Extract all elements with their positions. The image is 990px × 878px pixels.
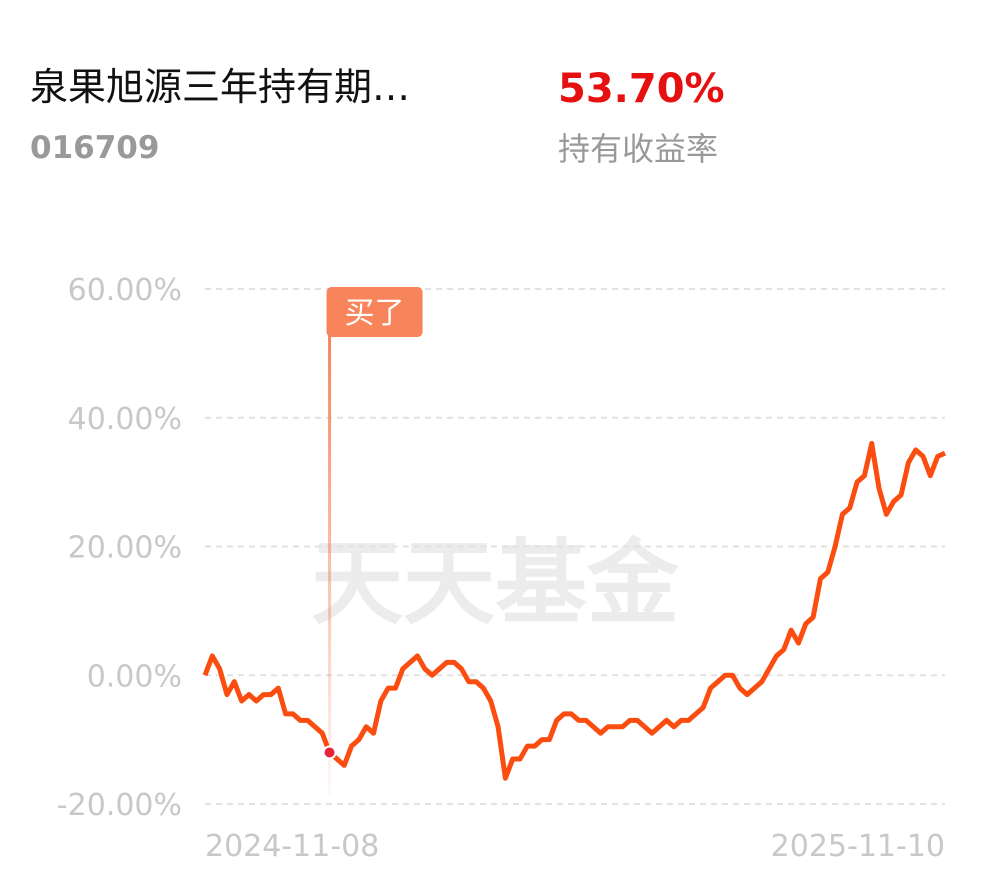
x-tick-label: 2024-11-08 [205,829,379,864]
buy-tag [326,287,423,337]
x-tick-label: 2025-11-10 [771,829,945,864]
watermark: 天天基金 [311,530,680,637]
buy-tag-text: 买了 [345,296,405,331]
y-tick-label: 20.00% [68,531,182,566]
fund-code: 016709 [30,130,159,166]
buy-point [322,745,337,760]
fund-title[interactable]: 泉果旭源三年持有期… [30,65,410,109]
y-tick-label: 40.00% [68,402,182,437]
return-label: 持有收益率 [558,130,718,168]
return-value: 53.70% [558,66,725,112]
y-tick-label: 60.00% [68,273,182,308]
y-tick-label: 0.00% [87,659,182,694]
buy-line [328,335,332,795]
y-tick-label: -20.00% [57,788,182,823]
